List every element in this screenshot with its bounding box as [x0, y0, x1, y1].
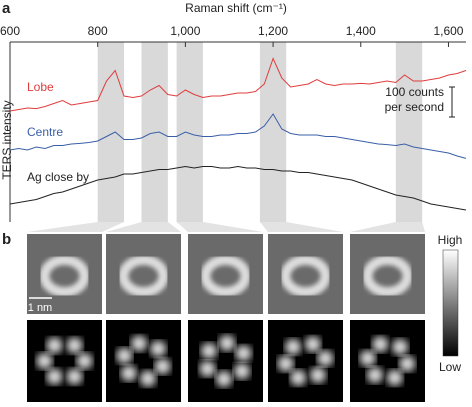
highlight-band [141, 42, 168, 222]
sim-lobe [277, 355, 294, 372]
sim-lobe [309, 367, 326, 384]
x-tick-label: 1,000 [170, 24, 200, 38]
sim-lobe [66, 337, 83, 354]
series-line [9, 113, 467, 159]
images [27, 234, 425, 402]
x-axis-label: Raman shift (cm⁻¹) [185, 1, 287, 15]
x-tick-label: 600 [0, 24, 20, 38]
sim-lobe [139, 370, 156, 387]
y-axis-label: TERS intensity [0, 100, 14, 179]
series-label: Centre [27, 125, 63, 139]
sim-lobe [46, 337, 63, 354]
sim-lobe [234, 363, 251, 380]
sim-lobe [66, 368, 83, 385]
x-tick-label: 1,400 [346, 24, 376, 38]
stm-ring [200, 255, 251, 297]
scale-label: 1 nm [28, 302, 52, 314]
sim-lobe [304, 336, 321, 353]
stm-ring [39, 255, 90, 297]
sim-lobe [366, 367, 383, 384]
series-label: Lobe [27, 80, 54, 94]
sim-lobe [116, 347, 133, 364]
x-tick-label: 1,600 [433, 24, 463, 38]
connector [259, 222, 343, 232]
sim-lobe [235, 345, 252, 362]
stm-ring [362, 255, 413, 297]
sim-lobe [219, 335, 236, 352]
sim-lobe [150, 340, 167, 357]
panel-label: a [2, 0, 11, 17]
highlight-band [395, 42, 423, 222]
stm-ring [280, 255, 331, 297]
sim-lobe [317, 350, 334, 367]
panel-label: b [2, 231, 11, 248]
series-label: Ag close by [27, 170, 89, 184]
highlight-band [97, 42, 124, 222]
stm-ring [118, 255, 169, 297]
connector [176, 222, 263, 232]
series-line [9, 57, 467, 112]
sim-lobe [200, 342, 217, 359]
sim-lobe [154, 358, 171, 375]
sim-lobe [285, 338, 302, 355]
sim-lobe [120, 365, 137, 382]
sim-lobe [215, 370, 232, 387]
series-line [9, 165, 467, 211]
connector [350, 222, 425, 232]
sim-lobe [359, 350, 376, 367]
connector [27, 222, 124, 232]
scale-bar-label: 100 counts [385, 85, 444, 99]
sim-lobe [372, 336, 389, 353]
sim-lobe [199, 360, 216, 377]
sim-lobe [392, 338, 409, 355]
stm-image [268, 234, 343, 314]
colorbar-label: High [438, 233, 463, 247]
sim-lobe [399, 355, 416, 372]
sim-lobe [76, 353, 93, 369]
stm-image [27, 234, 102, 314]
sim-image [188, 320, 263, 402]
colorbar [442, 249, 459, 357]
connector [106, 222, 181, 232]
colorbar-label: Low [439, 360, 461, 374]
x-tick-label: 1,200 [258, 24, 288, 38]
stm-image [188, 234, 263, 314]
stm-image [106, 234, 181, 314]
sim-lobe [131, 335, 148, 352]
sim-lobe [386, 369, 403, 386]
sim-lobe [290, 369, 307, 386]
x-tick-label: 800 [88, 24, 108, 38]
stm-image [350, 234, 425, 314]
sim-lobe [46, 368, 63, 385]
scale-bar-label: per second [385, 100, 444, 114]
highlight-band [176, 42, 203, 222]
sim-image [106, 320, 181, 402]
sim-lobe [36, 353, 53, 369]
highlight-band [259, 42, 287, 222]
